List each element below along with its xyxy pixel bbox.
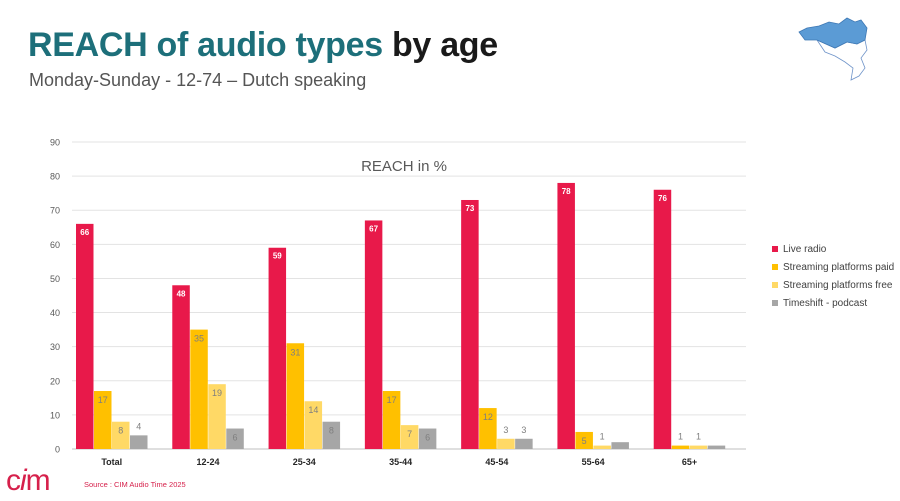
data-label: 76 [658,194,667,203]
bar-streaming-platforms-paid-45-54 [479,408,497,449]
bar-timeshift-podcast-45-54 [515,438,533,449]
bar-timeshift-podcast-Total [130,435,148,449]
bar-streaming-platforms-paid-35-44 [382,391,401,449]
bar-streaming-platforms-free-25-34 [304,401,323,449]
data-label: 1 [696,432,701,442]
data-label: 6 [233,433,238,443]
data-label: 6 [425,433,430,443]
bar-streaming-platforms-paid-Total [94,391,112,449]
y-tick-label: 60 [50,240,60,250]
y-tick-label: 30 [50,342,60,352]
legend-label: Streaming platforms free [783,279,893,291]
y-tick-label: 40 [50,308,60,318]
legend-label: Live radio [783,243,827,255]
data-label: 73 [465,204,474,213]
data-label: 48 [177,289,186,298]
x-tick-label: 25-34 [293,457,316,467]
slide-subtitle: Monday-Sunday - 12-74 – Dutch speaking [29,70,367,90]
data-label: 3 [521,425,526,435]
x-tick-label: 12-24 [197,457,220,467]
data-label: 67 [369,224,378,233]
slide-title-highlight: REACH of audio types [28,26,383,64]
svg-text:cim: cim [6,464,50,496]
bar-live-radio-Total [76,223,94,449]
data-label: 7 [407,429,412,439]
data-label: 5 [582,436,587,446]
legend-item: Timeshift - podcast [772,294,894,312]
chart-legend: Live radio Streaming platforms paid Stream… [772,240,894,312]
slide-title-rest: by age [391,26,498,64]
y-tick-label: 50 [50,274,60,284]
bar-timeshift-podcast-65+ [707,445,726,449]
bar-streaming-platforms-free-Total [112,421,130,449]
slide-title: REACH of audio types by age [28,26,498,65]
bar-streaming-platforms-paid-65+ [671,445,690,449]
bar-live-radio-35-44 [364,220,383,449]
bar-live-radio-55-64 [557,182,575,449]
bar-live-radio-45-54 [461,199,479,449]
data-label: 4 [136,421,141,431]
data-label: 12 [483,412,493,422]
legend-swatch [772,264,778,270]
data-label: 31 [290,347,300,357]
y-tick-label: 70 [50,206,60,216]
legend-swatch [772,246,778,252]
legend-item: Live radio [772,240,894,258]
data-label: 17 [387,395,397,405]
data-label: 1 [600,432,605,442]
legend-item: Streaming platforms paid [772,258,894,276]
data-label: 19 [212,388,222,398]
bar-live-radio-65+ [653,189,672,449]
bar-timeshift-podcast-25-34 [322,421,341,449]
bar-streaming-platforms-paid-25-34 [286,343,305,449]
y-tick-label: 10 [50,410,60,420]
data-label: 8 [329,426,334,436]
chart-title: REACH in % [361,158,447,175]
bar-streaming-platforms-free-65+ [689,445,708,449]
cim-logo: cim [6,464,51,496]
bar-streaming-platforms-free-55-64 [593,445,611,449]
data-label: 59 [273,252,282,261]
bar-timeshift-podcast-55-64 [611,442,629,449]
data-label: 3 [503,425,508,435]
y-tick-label: 20 [50,376,60,386]
y-tick-label: 0 [55,445,60,455]
source-note: Source : CIM Audio Time 2025 [84,480,186,489]
bar-streaming-platforms-free-45-54 [497,438,515,449]
data-label: 66 [80,228,89,237]
data-label: 78 [562,187,571,196]
bar-streaming-platforms-paid-12-24 [190,329,208,449]
bar-streaming-platforms-free-35-44 [400,425,419,449]
bar-streaming-platforms-paid-55-64 [575,431,593,449]
belgium-map-flanders [798,17,868,49]
y-tick-label: 90 [50,138,60,148]
data-label: 14 [308,405,318,415]
data-label: 1 [678,432,683,442]
x-tick-label: Total [101,457,122,467]
legend-label: Timeshift - podcast [783,297,868,309]
data-label: 17 [98,395,108,405]
x-tick-label: 35-44 [389,457,412,467]
bar-timeshift-podcast-35-44 [418,428,437,449]
bar-live-radio-25-34 [268,247,287,449]
legend-label: Streaming platforms paid [783,261,895,273]
legend-swatch [772,300,778,306]
belgium-map-icon [798,17,868,81]
bar-streaming-platforms-free-12-24 [208,384,226,449]
legend-swatch [772,282,778,288]
x-tick-label: 45-54 [485,457,508,467]
x-tick-label: 65+ [682,457,697,467]
bar-live-radio-12-24 [172,285,190,449]
y-tick-label: 80 [50,172,60,182]
x-tick-label: 55-64 [582,457,605,467]
legend-item: Streaming platforms free [772,276,894,294]
data-label: 8 [118,426,123,436]
data-label: 35 [194,334,204,344]
bar-timeshift-podcast-12-24 [226,428,244,449]
